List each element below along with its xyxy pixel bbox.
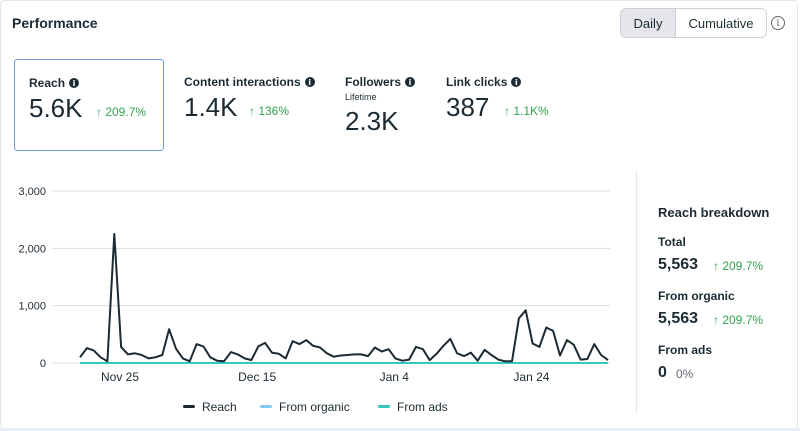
chart-grid [52,190,610,364]
metric-label-reach: Reach i [29,76,80,90]
metric-sub-followers: Lifetime [345,92,377,102]
ads-value: 0 [658,364,667,381]
metric-value-content-interactions: 1.4K [184,92,238,122]
reach-breakdown-title: Reach breakdown [658,205,770,220]
series-line-reach [79,233,609,363]
info-icon[interactable]: i [304,77,315,87]
ads-label: From ads [658,343,713,357]
chart-legend: Reach From organic From ads [183,400,448,414]
metric-label-content-interactions: Content interactions i [184,75,315,89]
metric-value-followers: 2.3K [345,106,399,136]
info-icon[interactable]: i [511,77,522,87]
metric-card-content-interactions[interactable]: Content interactions i 1.4K ↑ 136% [170,59,330,151]
total-value: 5,563 [658,256,699,273]
legend-from-organic-swatch [260,405,272,408]
metric-card-reach[interactable]: Reach i 5.6K ↑ 209.7% [14,59,164,151]
total-label: Total [658,235,686,249]
legend-reach-label: Reach [202,400,237,414]
total-change: ↑ 209.7% [713,259,764,273]
x-tick-label: Dec 15 [238,370,276,384]
view-toggle: Daily Cumulative [620,8,767,38]
cumulative-button[interactable]: Cumulative [676,9,766,37]
x-tick-label: Nov 25 [101,370,139,384]
x-tick-label: Jan 24 [513,370,549,384]
info-icon[interactable]: i [771,16,785,30]
metric-change-link-clicks: ↑ 1.1K% [504,104,549,118]
legend-from-ads-swatch [378,405,390,408]
ads-change: 0% [676,367,694,381]
y-tick-label: 3,000 [18,186,46,198]
y-tick-label: 0 [40,358,46,370]
metric-change-reach: ↑ 209.7% [96,105,147,119]
organic-value: 5,563 [658,310,699,327]
x-tick-label: Jan 4 [380,370,410,384]
daily-button[interactable]: Daily [621,9,676,37]
info-icon[interactable]: i [69,78,80,88]
page-title: Performance [12,15,98,31]
metric-value-link-clicks: 387 [446,92,490,122]
metric-value-reach: 5.6K [29,93,83,123]
bottom-strip [0,428,800,431]
legend-from-organic-label: From organic [279,400,350,414]
panel-divider [636,170,637,413]
y-axis-ticks: 3,000 2,000 1,000 0 [18,186,46,370]
metric-card-link-clicks[interactable]: Link clicks i 387 ↑ 1.1K% [432,59,572,151]
organic-change: ↑ 209.7% [713,313,764,327]
metric-label-followers: Followers i [345,75,416,89]
y-tick-label: 1,000 [18,301,46,313]
organic-label: From organic [658,289,735,303]
metric-change-content-interactions: ↑ 136% [249,104,290,118]
legend-reach-swatch [183,405,195,408]
reach-line-chart: 3,000 2,000 1,000 0 Nov 25 Dec 15 Jan 4 Jan 24… [18,186,610,414]
metric-card-followers[interactable]: Followers i Lifetime 2.3K [332,59,432,151]
x-axis-ticks: Nov 25 Dec 15 Jan 4 Jan 24 [101,370,550,384]
chart-series [79,233,609,364]
y-tick-label: 2,000 [18,243,46,255]
info-icon[interactable]: i [405,77,416,87]
legend-from-ads-label: From ads [397,400,448,414]
metric-label-link-clicks: Link clicks i [446,75,522,89]
